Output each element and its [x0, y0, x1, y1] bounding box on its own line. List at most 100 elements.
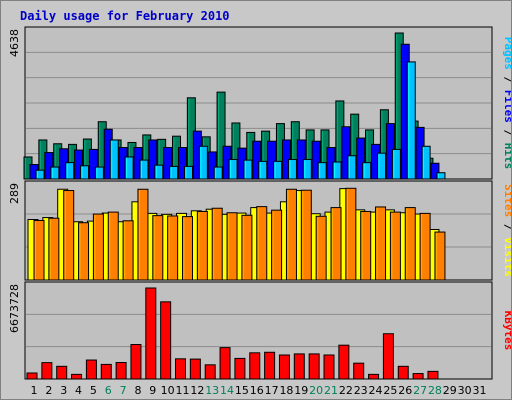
- bar-sites: [360, 210, 372, 281]
- bar-kbytes: [26, 372, 38, 380]
- bar-sites: [33, 219, 45, 281]
- bar-sites: [92, 213, 104, 281]
- x-tick-label: 17: [265, 384, 279, 397]
- x-tick-label: 30: [458, 384, 472, 397]
- bar-sites: [256, 206, 268, 281]
- bar-sites: [404, 207, 416, 281]
- bar-pages: [317, 162, 327, 180]
- bar-pages: [154, 164, 164, 180]
- x-tick-label: 24: [369, 384, 383, 397]
- x-tick-label: 18: [279, 384, 293, 397]
- x-tick-label: 10: [161, 384, 175, 397]
- bar-sites: [434, 231, 446, 281]
- bar-kbytes: [204, 364, 216, 380]
- x-tick-label: 29: [443, 384, 457, 397]
- bar-sites: [285, 188, 297, 281]
- legend-word: Pages: [502, 37, 511, 70]
- bar-kbytes: [397, 365, 409, 380]
- bar-files: [356, 137, 366, 180]
- bar-pages: [213, 166, 223, 180]
- bar-pages: [273, 160, 283, 180]
- bar-pages: [109, 139, 119, 180]
- bar-kbytes: [427, 370, 439, 380]
- bar-pages: [391, 148, 401, 180]
- bar-sites: [345, 187, 357, 281]
- x-tick-label: 6: [105, 384, 112, 397]
- bar-sites: [419, 212, 431, 281]
- bar-sites: [389, 211, 401, 281]
- bar-sites: [196, 210, 208, 281]
- bar-files: [341, 126, 351, 180]
- chart-title: Daily usage for February 2010: [20, 9, 230, 23]
- bar-sites: [226, 212, 238, 281]
- bar-kbytes: [41, 362, 53, 380]
- x-tick-label: 28: [428, 384, 442, 397]
- bar-pages: [139, 159, 149, 180]
- bar-sites: [330, 207, 342, 281]
- x-tick-label: 7: [120, 384, 127, 397]
- axis-legend-2: KBytes: [502, 311, 511, 351]
- bar-pages: [80, 165, 90, 180]
- bar-kbytes: [71, 373, 83, 380]
- legend-word: /: [502, 217, 511, 237]
- bar-files: [178, 147, 187, 180]
- bar-sites: [375, 206, 387, 281]
- bar-pages: [436, 172, 446, 180]
- x-tick-label: 12: [190, 384, 204, 397]
- bar-files: [252, 140, 262, 180]
- legend-word: /: [502, 70, 511, 90]
- x-tick-label: 13: [205, 384, 219, 397]
- legend-word: Sites: [502, 184, 511, 217]
- ymax-label-kbytes: 6673728: [8, 284, 21, 333]
- bar-kbytes: [264, 351, 276, 380]
- bar-pages: [169, 165, 179, 180]
- bar-sites: [271, 209, 283, 281]
- x-tick-label: 11: [176, 384, 190, 397]
- bar-files: [88, 148, 98, 180]
- bar-kbytes: [100, 363, 112, 380]
- x-tick-label: 20: [309, 384, 323, 397]
- bar-sites: [211, 207, 223, 281]
- bar-files: [311, 140, 321, 180]
- x-tick-label: 14: [220, 384, 234, 397]
- bar-pages: [50, 166, 60, 180]
- bar-pages: [35, 169, 45, 180]
- bar-kbytes: [338, 344, 350, 380]
- bar-pages: [287, 158, 297, 180]
- legend-word: Visits: [502, 237, 511, 277]
- bar-kbytes: [234, 357, 246, 380]
- bar-files: [267, 140, 277, 180]
- x-tick-label: 23: [354, 384, 368, 397]
- bar-kbytes: [293, 353, 305, 380]
- bar-kbytes: [85, 359, 97, 380]
- legend-word: /: [502, 123, 511, 143]
- x-tick-label: 4: [75, 384, 82, 397]
- bar-pages: [421, 145, 431, 180]
- bar-files: [207, 151, 217, 180]
- bar-sites: [107, 211, 119, 281]
- ymax-label-visits-sites: 289: [8, 183, 21, 204]
- bar-kbytes: [382, 333, 394, 380]
- bar-kbytes: [130, 344, 142, 380]
- axis-legend-0: Pages / Files / Hits: [502, 37, 511, 170]
- bar-kbytes: [56, 365, 68, 380]
- bar-pages: [362, 162, 372, 180]
- bar-kbytes: [175, 358, 186, 380]
- bar-pages: [94, 166, 104, 180]
- x-tick-label: 22: [339, 384, 353, 397]
- bar-pages: [302, 158, 312, 180]
- x-tick-label: 1: [31, 384, 38, 397]
- x-tick-label: 16: [250, 384, 264, 397]
- bar-sites: [48, 217, 60, 281]
- bar-kbytes: [145, 287, 157, 380]
- bar-sites: [63, 190, 75, 281]
- bar-files: [74, 149, 84, 180]
- x-tick-label: 19: [294, 384, 308, 397]
- ymax-label-hits-files-pages: 4638: [8, 29, 21, 57]
- bar-pages: [198, 145, 208, 180]
- bar-kbytes: [249, 352, 261, 380]
- bar-files: [148, 139, 158, 180]
- bar-sites: [241, 214, 253, 281]
- axis-legend-1: Sites / Visits: [502, 184, 511, 277]
